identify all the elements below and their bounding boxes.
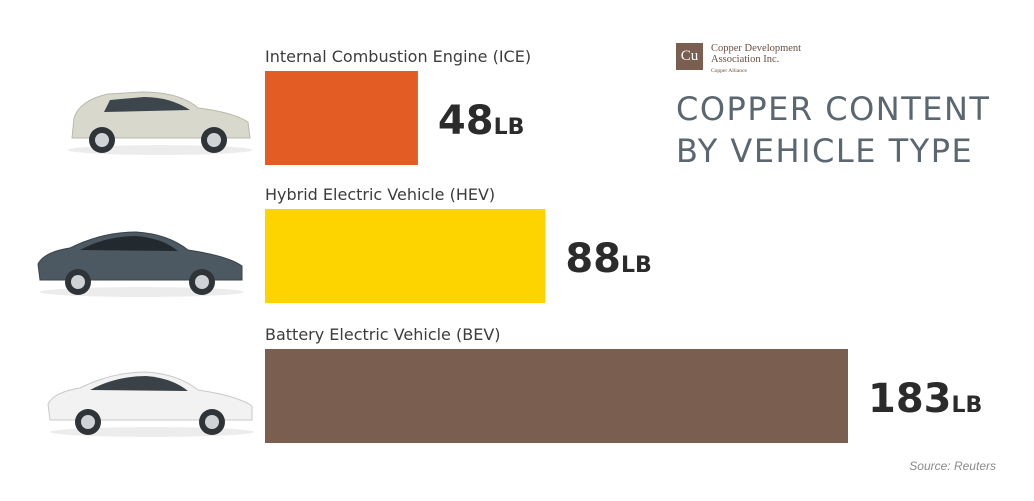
car-body xyxy=(47,371,253,421)
hatchback-car-icon xyxy=(68,91,252,155)
chart-title: COPPER CONTENT BY VEHICLE TYPE xyxy=(676,88,1016,172)
logo-symbol: Cu xyxy=(676,43,703,70)
car-hubcap xyxy=(205,415,219,429)
value-label: 88LB xyxy=(565,236,651,282)
title-line-2: BY VEHICLE TYPE xyxy=(676,132,974,170)
source-note: Source: Reuters xyxy=(909,459,996,473)
value-label: 48LB xyxy=(438,98,524,144)
bar-ice xyxy=(265,71,418,165)
car-hubcap xyxy=(195,275,209,289)
category-label: Battery Electric Vehicle (BEV) xyxy=(265,325,501,344)
car-window xyxy=(80,236,178,251)
category-label: Internal Combustion Engine (ICE) xyxy=(265,47,531,66)
cda-logo: Cu Copper Development Association Inc. C… xyxy=(676,43,801,77)
white-sedan-car-icon xyxy=(47,371,254,437)
title-line-1: COPPER CONTENT xyxy=(676,90,991,128)
car-hubcap xyxy=(207,133,221,147)
category-label: Hybrid Electric Vehicle (HEV) xyxy=(265,185,495,204)
car-hubcap xyxy=(71,275,85,289)
car-body xyxy=(37,231,243,281)
car-hubcap xyxy=(81,415,95,429)
dark-sedan-car-icon xyxy=(37,231,244,297)
bar-hev xyxy=(265,209,546,303)
car-window xyxy=(104,97,190,112)
bar-bev xyxy=(265,349,848,443)
logo-line-3: Copper Alliance xyxy=(711,68,747,74)
car-window xyxy=(90,376,188,391)
value-label: 183LB xyxy=(868,376,982,422)
logo-line-2: Association Inc. xyxy=(711,54,780,65)
car-hubcap xyxy=(95,133,109,147)
logo-line-1: Copper Development xyxy=(711,43,802,54)
logo-text: Copper Development Association Inc. Copp… xyxy=(711,43,801,77)
